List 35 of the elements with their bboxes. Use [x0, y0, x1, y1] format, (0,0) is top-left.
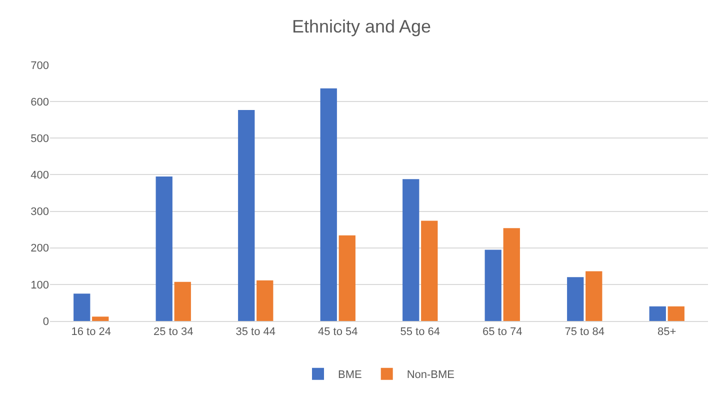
chart-title: Ethnicity and Age — [292, 16, 432, 37]
x-tick-label: 35 to 44 — [236, 326, 276, 338]
y-tick-label: 300 — [30, 206, 49, 218]
bar — [338, 235, 356, 321]
y-tick-label: 400 — [30, 170, 49, 182]
bar — [92, 316, 109, 321]
bar — [421, 220, 438, 321]
legend-label: BME — [338, 369, 362, 382]
bar — [174, 282, 191, 321]
y-tick-label: 700 — [30, 60, 49, 72]
bar — [238, 110, 255, 321]
bar — [256, 280, 274, 321]
bar — [74, 294, 90, 321]
x-tick-label: 85+ — [658, 326, 676, 338]
y-tick-label: 0 — [42, 316, 49, 328]
bar — [567, 277, 584, 321]
bar — [586, 271, 602, 321]
bar — [156, 176, 172, 321]
bar — [649, 306, 666, 321]
bar — [668, 306, 684, 321]
y-tick-label: 500 — [30, 132, 49, 145]
y-tick-label: 600 — [30, 96, 49, 108]
x-tick-label: 16 to 24 — [71, 326, 112, 338]
x-tick-label: 45 to 54 — [318, 326, 358, 338]
x-tick-label: 25 to 34 — [153, 326, 194, 338]
x-tick-label: 55 to 64 — [400, 326, 440, 338]
bar — [503, 228, 520, 321]
x-tick-label: 65 to 74 — [482, 326, 522, 338]
x-tick-label: 75 to 84 — [564, 326, 605, 338]
bar — [484, 250, 502, 321]
y-tick-label: 200 — [30, 242, 49, 255]
bar — [402, 179, 420, 321]
y-tick-label: 100 — [30, 279, 49, 292]
legend-label: Non-BME — [406, 369, 455, 382]
bar — [320, 88, 337, 321]
